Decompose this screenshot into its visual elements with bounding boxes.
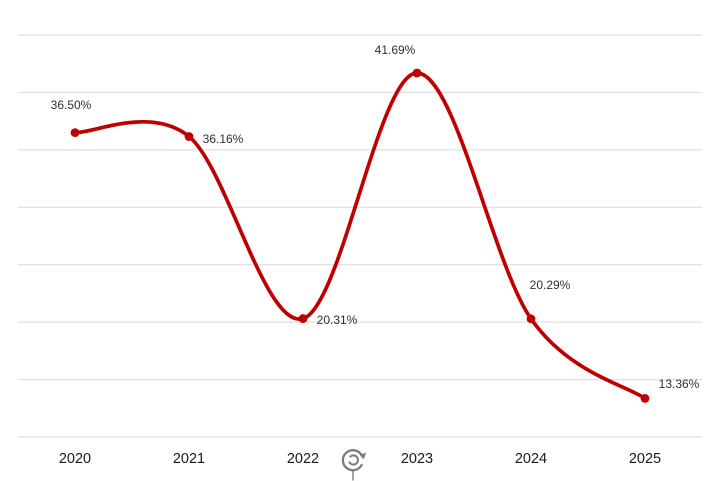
data-point-markers — [70, 68, 650, 403]
x-axis-label: 2020 — [58, 451, 92, 467]
x-axis-label: 2023 — [400, 451, 434, 467]
x-axis-label: 2022 — [286, 451, 320, 467]
data-label: 20.31% — [316, 312, 358, 327]
data-label: 13.36% — [658, 377, 700, 392]
data-label: 41.69% — [374, 43, 416, 58]
data-label: 36.50% — [50, 97, 92, 112]
data-point-marker — [298, 314, 308, 323]
refresh-arrow-icon — [341, 449, 367, 481]
data-label: 20.29% — [529, 277, 571, 292]
gridlines — [18, 34, 702, 438]
x-axis-label: 2025 — [628, 451, 662, 467]
x-axis-label: 2021 — [172, 451, 206, 467]
data-point-marker — [184, 132, 194, 141]
series-line — [73, 71, 647, 401]
x-axis-label: 2024 — [514, 451, 548, 467]
data-point-marker — [526, 314, 536, 324]
data-point-marker — [70, 128, 80, 138]
data-label: 36.16% — [202, 131, 244, 146]
data-point-marker — [412, 68, 422, 78]
data-point-marker — [640, 394, 650, 403]
